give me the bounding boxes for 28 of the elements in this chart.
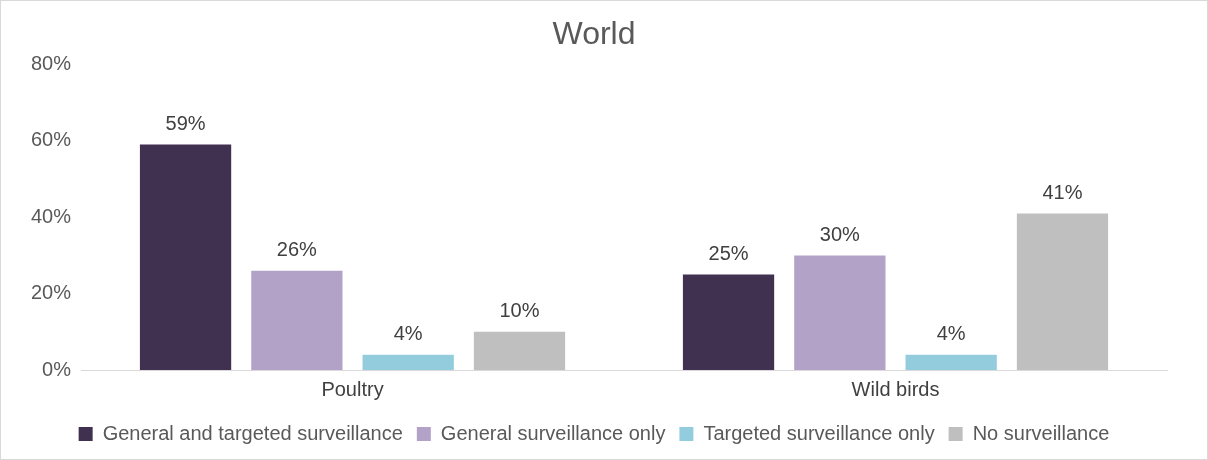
data-label: 30%: [819, 222, 861, 245]
legend-label: General surveillance only: [440, 421, 666, 444]
x-tick-label: Wild birds: [851, 377, 940, 400]
data-label: 59%: [165, 112, 206, 135]
data-label: 4%: [936, 322, 966, 345]
data-label: 26%: [276, 238, 318, 261]
legend-label: No surveillance: [972, 421, 1110, 444]
bar: [682, 274, 775, 370]
data-label: 41%: [1042, 180, 1083, 203]
bar: [362, 354, 454, 370]
y-tick-label: 0%: [42, 357, 72, 380]
bar: [1016, 213, 1109, 370]
y-tick-label: 80%: [31, 51, 72, 74]
bar: [905, 354, 997, 370]
bar: [251, 270, 343, 370]
x-tick-label: Poultry: [321, 377, 384, 400]
bar: [139, 144, 232, 370]
chart-title: World: [552, 15, 636, 52]
y-tick-label: 40%: [31, 204, 72, 227]
data-label: 4%: [393, 322, 423, 345]
legend-label: General and targeted surveillance: [102, 421, 403, 444]
bar: [473, 331, 566, 370]
legend-label: Targeted surveillance only: [703, 421, 935, 444]
y-tick-label: 20%: [31, 281, 72, 304]
data-label: 10%: [499, 299, 540, 322]
y-tick-label: 60%: [31, 128, 72, 151]
data-label: 25%: [708, 242, 749, 265]
bar: [794, 255, 886, 370]
